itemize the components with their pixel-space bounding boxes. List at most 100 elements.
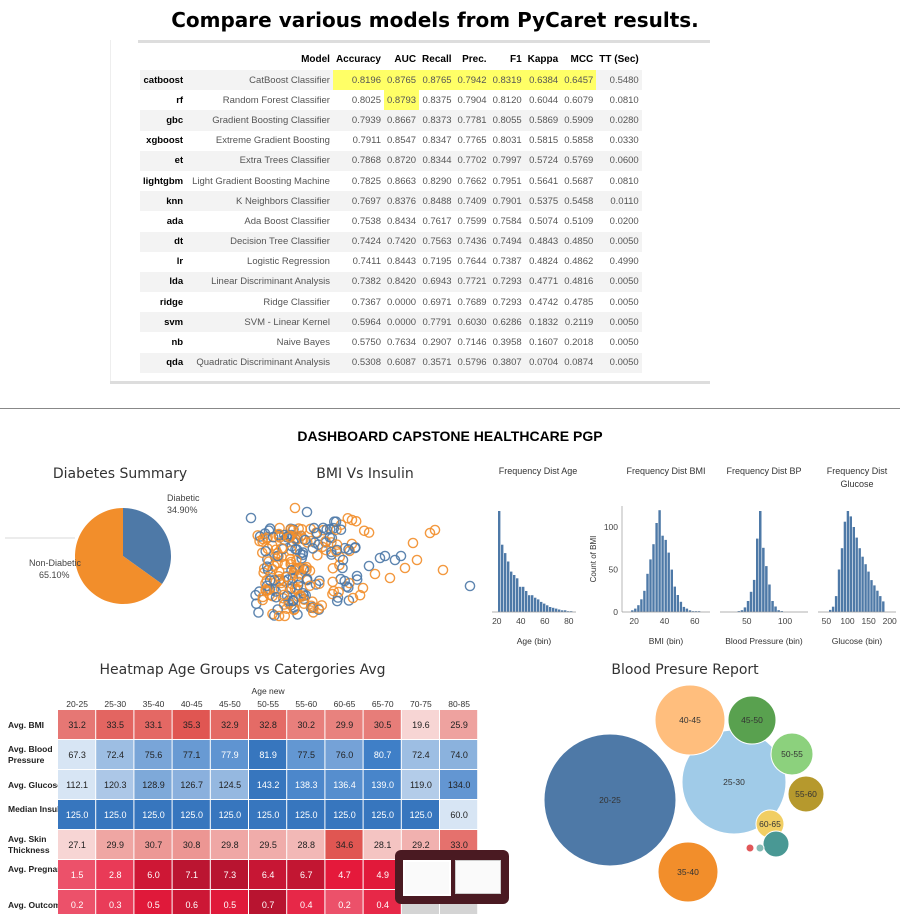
page-title: Compare various models from PyCaret resu… xyxy=(171,8,699,32)
histogram-bar xyxy=(762,547,765,612)
heatmap-cell-value: 72.4 xyxy=(107,750,125,760)
app-switcher-overlay[interactable] xyxy=(395,850,509,904)
scatter-point xyxy=(275,583,287,595)
table-cell: 0.5964 xyxy=(332,312,384,333)
window-thumbnail-2[interactable] xyxy=(455,860,501,894)
histogram-bar xyxy=(504,553,507,612)
scatter-point xyxy=(273,571,285,582)
table-cell: 0.8031 xyxy=(492,135,522,147)
scatter-point xyxy=(313,603,324,614)
histogram-bar xyxy=(519,586,522,612)
table-cell: Naive Bayes xyxy=(276,337,330,349)
table-cell: 0.8347 xyxy=(422,135,452,147)
heatmap-cell xyxy=(249,860,287,889)
row-key: rf xyxy=(176,94,184,106)
histogram-bar xyxy=(843,521,847,612)
pie-label-nondiabetic: Non-Diabetic xyxy=(29,558,82,568)
heatmap-cell xyxy=(172,710,210,739)
scatter-point xyxy=(292,580,304,591)
heatmap-cell-value: 30.5 xyxy=(374,720,392,730)
heatmap-row-label: Median Insulin xyxy=(8,804,67,814)
heatmap-cell xyxy=(58,710,96,739)
histogram-bar xyxy=(673,586,676,612)
heatmap-cell xyxy=(172,860,210,889)
scatter-point xyxy=(264,523,276,534)
table-bottom-rule xyxy=(110,381,710,384)
histogram-bar xyxy=(756,538,759,612)
heatmap-cell-value: 120.3 xyxy=(104,780,127,790)
histogram-bar xyxy=(780,611,783,612)
table-cell: 0.7436 xyxy=(454,231,490,252)
table-row: gbc Gradient Boosting Classifier 0.7939 0.8… xyxy=(140,110,642,131)
table-cell: 0.7939 xyxy=(332,110,384,131)
scatter-point xyxy=(263,556,275,567)
heatmap-cell-value: 0.2 xyxy=(338,900,351,910)
heatmap-cell xyxy=(58,800,96,829)
scatter-point xyxy=(257,536,268,548)
histogram-bar xyxy=(749,591,753,612)
scatter-point xyxy=(339,575,350,587)
table-cell: 0.3958 xyxy=(492,337,522,349)
table-cell: 0.4843 xyxy=(524,231,562,252)
histogram-bar xyxy=(655,523,658,612)
heatmap-cell-value: 7.1 xyxy=(185,870,198,880)
table-row: lightgbm Light Gradient Boosting Machine 0… xyxy=(140,171,642,191)
table-cell: 0.7997 xyxy=(489,150,525,171)
table-cell: Light Gradient Boosting Machine xyxy=(192,175,330,187)
scatter-point xyxy=(407,537,419,549)
histogram-bar xyxy=(652,544,655,612)
scatter-point xyxy=(346,514,358,526)
pie-label-diabetic: Diabetic xyxy=(167,493,200,503)
heatmap-cell xyxy=(363,740,401,769)
heatmap-cell-value: 34.6 xyxy=(336,840,354,850)
table-cell: Ridge Classifier xyxy=(263,296,330,308)
heatmap-cell-value: 60.0 xyxy=(450,810,468,820)
table-cell: 0.5074 xyxy=(529,215,559,227)
heatmap-cell-value: 125.0 xyxy=(295,810,318,820)
heatmap-cell-value: 35.3 xyxy=(183,720,201,730)
histogram-bar xyxy=(561,610,564,612)
table-row: nb Naive Bayes 0.5750 0.7634 0.2907 0.7146 0.3… xyxy=(140,332,642,352)
heatmap-cell-value: 0.4 xyxy=(300,900,313,910)
heatmap-row-label: Avg. Skin xyxy=(8,834,46,844)
scatter-point xyxy=(335,524,347,536)
heatmap-cell-value: 33.5 xyxy=(107,720,125,730)
heatmap-cell-value: 136.4 xyxy=(333,780,356,790)
heatmap-cell-value: 134.0 xyxy=(448,780,471,790)
heatmap-cell xyxy=(440,770,478,799)
histogram-bar xyxy=(510,571,513,612)
heatmap-cell-value: 4.7 xyxy=(338,870,351,880)
heatmap-cell xyxy=(287,740,325,769)
table-cell: 0.8720 xyxy=(383,150,420,171)
scatter-point xyxy=(289,583,301,595)
heatmap-cell xyxy=(401,710,439,739)
table-cell: Quadratic Discriminant Analysis xyxy=(189,352,333,373)
x-axis-label: Age (bin) xyxy=(517,636,552,646)
heatmap-cell-value: 6.0 xyxy=(147,870,160,880)
table-cell: 0.2907 xyxy=(422,337,452,349)
table-row: xgboost Extreme Gradient Boosting 0.7911 0.… xyxy=(140,131,642,151)
table-cell: 0.5869 xyxy=(524,110,562,131)
pie-value-nondiabetic: 65.10% xyxy=(39,570,70,580)
table-cell: 0.5724 xyxy=(524,150,562,171)
heatmap-row-label: Avg. Blood xyxy=(8,744,53,754)
table-cell: 0.0280 xyxy=(596,110,642,131)
pie-value-diabetic: 34.90% xyxy=(167,505,198,515)
table-cell: 0.8434 xyxy=(386,215,417,227)
heatmap-cell xyxy=(249,770,287,799)
heatmap-cell xyxy=(325,800,363,829)
scatter-point xyxy=(287,525,298,536)
table-row: dt Decision Tree Classifier 0.7424 0.7420 0.… xyxy=(140,231,642,252)
table-cell: 0.7689 xyxy=(457,296,487,308)
window-thumbnail-1[interactable] xyxy=(403,860,451,896)
histogram-bar xyxy=(498,511,501,612)
heatmap-cell-value: 125.0 xyxy=(142,810,165,820)
x-tick-label: 200 xyxy=(883,616,897,626)
histogram-bar xyxy=(667,552,670,612)
histogram-bar xyxy=(752,579,756,612)
table-row: qda Quadratic Discriminant Analysis 0.5308… xyxy=(140,352,642,373)
heatmap-cell-value: 29.8 xyxy=(221,840,239,850)
histogram-title: Frequency Dist BP xyxy=(726,466,801,476)
scatter-point xyxy=(429,524,441,536)
table-cell: 0.8290 xyxy=(422,175,452,187)
